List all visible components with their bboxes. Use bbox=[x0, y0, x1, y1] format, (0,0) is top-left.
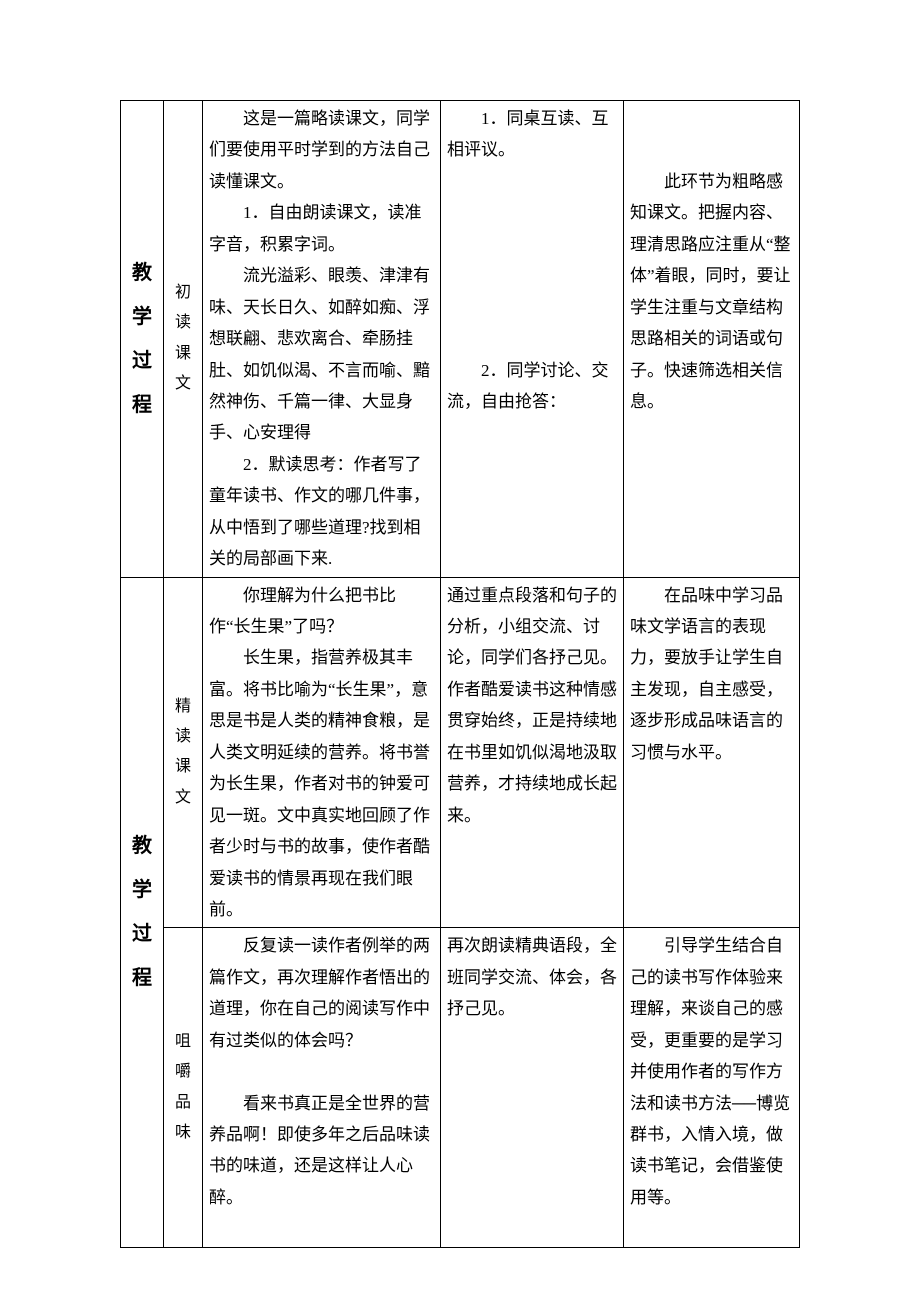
spacer bbox=[447, 260, 617, 291]
table-row: 咀 嚼 品 味 反复读一读作者例举的两篇作文，再次理解作者悟出的道理，你在自己的… bbox=[121, 928, 800, 1247]
activity-para: 通过重点段落和句子的分析，小组交流、讨论，同学们各抒己见。 bbox=[447, 580, 617, 674]
subsection-label: 咀 嚼 品 味 bbox=[164, 928, 203, 1247]
notes-para: 引导学生结合自己的读书写作体验来理解，来谈自己的感受，更重要的是学习并使用作者的… bbox=[630, 930, 793, 1213]
sub-char: 课 bbox=[164, 752, 202, 782]
sub-char: 咀 bbox=[164, 1027, 202, 1057]
content-para: 长生果，指营养极其丰富。将书比喻为“长生果”，意思是书是人类的精神食粮，是人类文… bbox=[209, 642, 434, 925]
activity-cell: 通过重点段落和句子的分析，小组交流、讨论，同学们各抒己见。 作者酷爱读书这种情感… bbox=[441, 577, 624, 928]
sub-char: 读 bbox=[164, 722, 202, 752]
label-char: 学 bbox=[121, 868, 163, 912]
content-para: 你理解为什么把书比作“长生果”了吗？ bbox=[209, 580, 434, 643]
activity-para: 再次朗读精典语段，全班同学交流、体会，各抒己见。 bbox=[447, 930, 617, 1024]
section-label: 教 学 过 程 bbox=[121, 101, 164, 578]
activity-para: 1．同桌互读、互相评议。 bbox=[447, 103, 617, 166]
sub-char: 味 bbox=[164, 1118, 202, 1148]
content-para: 流光溢彩、眼羡、津津有味、天长日久、如醉如痴、浮想联翩、悲欢离合、牵肠挂肚、如饥… bbox=[209, 260, 434, 449]
content-para: 反复读一读作者例举的两篇作文，再次理解作者悟出的道理，你在自己的阅读写作中有过类… bbox=[209, 930, 434, 1056]
content-para: 1．自由朗读课文，读准字音，积累字词。 bbox=[209, 197, 434, 260]
label-char: 过 bbox=[121, 912, 163, 956]
notes-cell: 引导学生结合自己的读书写作体验来理解，来谈自己的感受，更重要的是学习并使用作者的… bbox=[624, 928, 800, 1247]
lesson-plan-table: 教 学 过 程 初 读 课 文 这是一篇略读课文，同学们要使用平时学到的方法自己… bbox=[120, 100, 800, 1248]
section-label: 教 学 过 程 bbox=[121, 577, 164, 1247]
content-cell: 你理解为什么把书比作“长生果”了吗？ 长生果，指营养极其丰富。将书比喻为“长生果… bbox=[203, 577, 441, 928]
sub-char: 文 bbox=[164, 369, 202, 399]
spacer bbox=[209, 1213, 434, 1244]
notes-cell: 在品味中学习品味文学语言的表现力，要放手让学生自主发现，自主感受，逐步形成品味语… bbox=[624, 577, 800, 928]
spacer bbox=[447, 229, 617, 260]
subsection-label: 初 读 课 文 bbox=[164, 101, 203, 578]
label-char: 学 bbox=[121, 295, 163, 339]
content-para: 这是一篇略读课文，同学们要使用平时学到的方法自己读懂课文。 bbox=[209, 103, 434, 197]
spacer bbox=[447, 197, 617, 228]
sub-char: 嚼 bbox=[164, 1057, 202, 1087]
sub-char: 读 bbox=[164, 308, 202, 338]
label-char: 程 bbox=[121, 956, 163, 1000]
notes-para: 此环节为粗略感知课文。把握内容、理清思路应注重从“整体”着眼，同时，要让学生注重… bbox=[630, 166, 793, 418]
spacer bbox=[447, 166, 617, 197]
notes-cell: 此环节为粗略感知课文。把握内容、理清思路应注重从“整体”着眼，同时，要让学生注重… bbox=[624, 101, 800, 578]
spacer bbox=[630, 134, 793, 165]
sub-char: 品 bbox=[164, 1088, 202, 1118]
content-para: 2．默读思考：作者写了童年读书、作文的哪几件事，从中悟到了哪些道理?找到相关的局… bbox=[209, 449, 434, 575]
activity-cell: 1．同桌互读、互相评议。 2．同学讨论、交流，自由抢答： bbox=[441, 101, 624, 578]
content-cell: 反复读一读作者例举的两篇作文，再次理解作者悟出的道理，你在自己的阅读写作中有过类… bbox=[203, 928, 441, 1247]
subsection-label: 精 读 课 文 bbox=[164, 577, 203, 928]
activity-para: 作者酷爱读书这种情感贯穿始终，正是持续地在书里如饥似渴地汲取营养，才持续地成长起… bbox=[447, 674, 617, 831]
sub-char: 课 bbox=[164, 339, 202, 369]
content-para: 看来书真正是全世界的营养品啊！即使多年之后品味读书的味道，还是这样让人心醉。 bbox=[209, 1088, 434, 1214]
activity-cell: 再次朗读精典语段，全班同学交流、体会，各抒己见。 bbox=[441, 928, 624, 1247]
spacer bbox=[447, 292, 617, 323]
table-row: 教 学 过 程 精 读 课 文 你理解为什么把书比作“长生果”了吗？ 长生果，指… bbox=[121, 577, 800, 928]
label-char: 过 bbox=[121, 339, 163, 383]
document-page: 教 学 过 程 初 读 课 文 这是一篇略读课文，同学们要使用平时学到的方法自己… bbox=[0, 0, 920, 1308]
sub-char: 文 bbox=[164, 783, 202, 813]
sub-char: 初 bbox=[164, 278, 202, 308]
sub-char: 精 bbox=[164, 692, 202, 722]
notes-para: 在品味中学习品味文学语言的表现力，要放手让学生自主发现，自主感受，逐步形成品味语… bbox=[630, 580, 793, 769]
label-char: 程 bbox=[121, 383, 163, 427]
label-char: 教 bbox=[121, 824, 163, 868]
table-row: 教 学 过 程 初 读 课 文 这是一篇略读课文，同学们要使用平时学到的方法自己… bbox=[121, 101, 800, 578]
label-char: 教 bbox=[121, 251, 163, 295]
spacer bbox=[630, 103, 793, 134]
activity-para: 2．同学讨论、交流，自由抢答： bbox=[447, 355, 617, 418]
content-cell: 这是一篇略读课文，同学们要使用平时学到的方法自己读懂课文。 1．自由朗读课文，读… bbox=[203, 101, 441, 578]
spacer bbox=[447, 323, 617, 354]
spacer bbox=[209, 1056, 434, 1087]
